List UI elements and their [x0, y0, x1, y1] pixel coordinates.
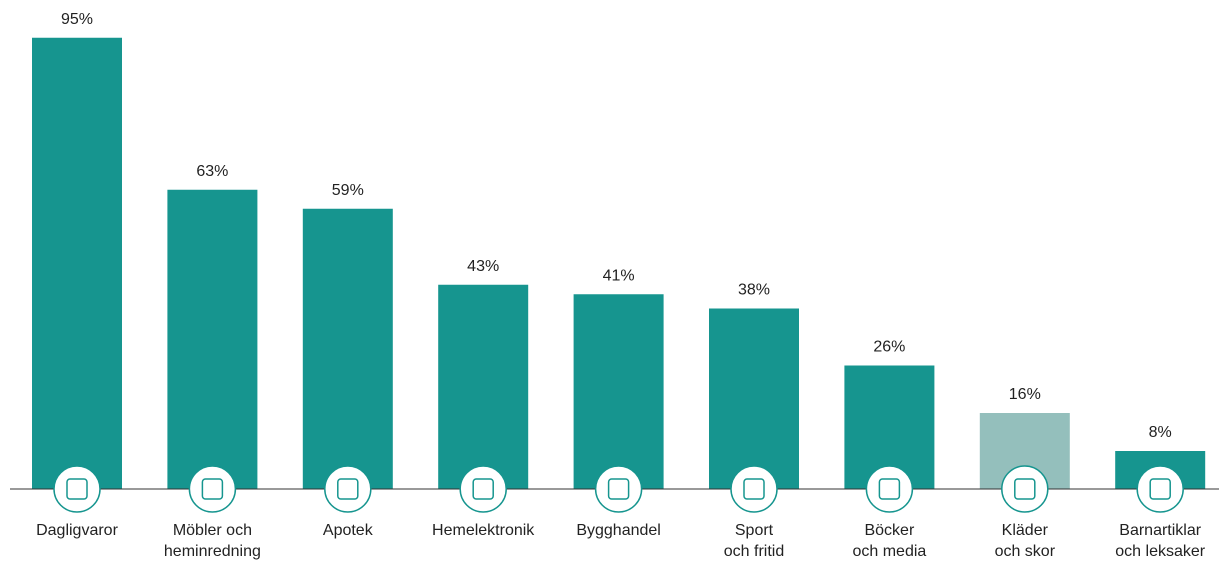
x-tick-label: Kläder och skor — [994, 522, 1056, 560]
category-icon — [865, 465, 914, 513]
value-label: 16% — [1009, 386, 1041, 403]
category-icon — [730, 465, 778, 513]
icon-glyph — [878, 478, 901, 500]
bar — [167, 189, 258, 489]
category-icon — [188, 465, 237, 513]
bar — [302, 208, 393, 489]
value-label: 41% — [603, 267, 635, 284]
value-label: 26% — [873, 339, 905, 356]
icon-glyph — [472, 478, 494, 500]
x-tick-label: Hemelektronik — [432, 522, 535, 539]
x-tick-label: Sport och fritid — [723, 522, 785, 560]
icon-glyph — [1149, 478, 1171, 500]
bar — [573, 294, 664, 489]
x-tick-label: Böcker och media — [852, 522, 927, 560]
value-label: 38% — [738, 282, 770, 299]
icon-glyph — [201, 478, 224, 500]
x-tick-label: Bygghandel — [576, 522, 661, 539]
value-label: 63% — [196, 163, 228, 180]
value-label: 8% — [1149, 424, 1172, 441]
bar — [709, 308, 799, 489]
x-tick-label: Barnartiklar och leksaker — [1115, 522, 1206, 560]
bar — [32, 37, 122, 489]
icon-glyph — [607, 478, 630, 500]
category-icon — [1136, 465, 1184, 513]
x-tick-label: Möbler och heminredning — [163, 522, 261, 560]
x-tick-label: Dagligvaror — [36, 522, 118, 539]
value-label: 59% — [332, 182, 364, 199]
icon-glyph — [1014, 478, 1036, 500]
value-label: 43% — [467, 258, 499, 275]
value-label: 95% — [61, 11, 93, 28]
category-icon — [1001, 465, 1049, 513]
category-icon — [53, 465, 101, 513]
category-icon — [594, 465, 643, 513]
icon-glyph — [66, 478, 88, 500]
x-tick-label: Apotek — [322, 522, 373, 539]
bar — [438, 284, 529, 489]
category-icon — [459, 465, 507, 513]
category-icon — [324, 465, 372, 513]
icon-glyph — [337, 478, 359, 500]
icon-glyph — [743, 478, 765, 500]
